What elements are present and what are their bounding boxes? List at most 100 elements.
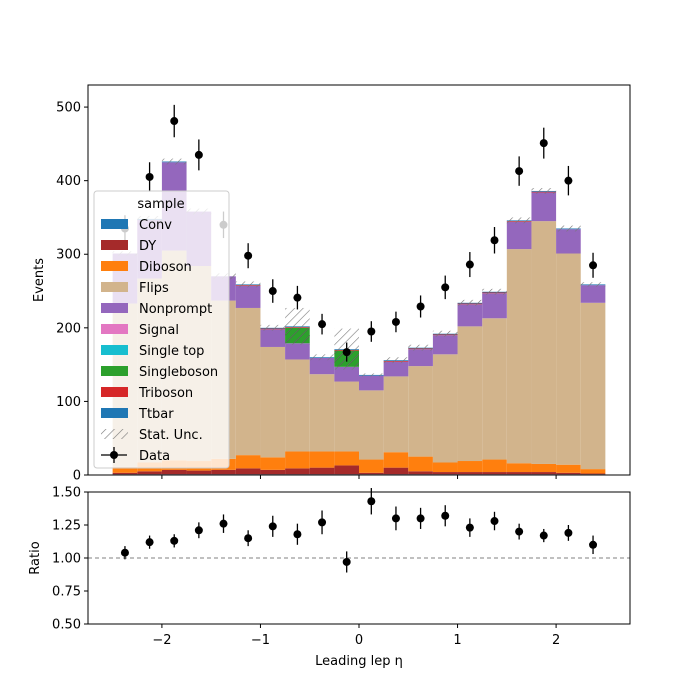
bar-dy-2: [161, 469, 187, 475]
bar-flips-13: [432, 354, 458, 463]
legend-item-singleboson: Singleboson: [101, 365, 218, 380]
bar-diboson-13: [432, 462, 458, 473]
bar-dy-19: [580, 473, 606, 475]
bar-dy-9: [334, 465, 359, 475]
bar-nonprompt-17: [531, 192, 557, 222]
bar-dy-16: [506, 472, 532, 475]
bar-diboson-10: [359, 459, 384, 473]
ratio-point-1: [145, 538, 154, 547]
bar-nonprompt-18: [556, 229, 581, 254]
bar-diboson-11: [383, 452, 409, 468]
legend-data-marker: [110, 451, 118, 459]
ratio-point-13: [441, 511, 450, 520]
stat-unc-band-8: [309, 354, 335, 361]
main-y-tick-label: 400: [56, 174, 81, 189]
legend-swatch: [101, 261, 128, 271]
legend-item-dy: DY: [101, 239, 156, 254]
ratio-y-tick-label: 0.50: [52, 618, 81, 633]
stat-unc-band-14: [457, 299, 483, 306]
bar-nonprompt-8: [309, 358, 335, 375]
legend-item-diboson: Diboson: [101, 260, 192, 275]
legend-label: Triboson: [138, 386, 193, 401]
legend-title: sample: [137, 197, 184, 212]
legend-item-single-top: Single top: [101, 344, 204, 359]
ratio-y-ticks: 0.50 0.75 1.00 1.25 1.50: [52, 486, 88, 633]
data-point-9: [342, 348, 351, 357]
bar-diboson-6: [260, 457, 286, 470]
bar-dy-5: [235, 468, 261, 475]
legend-swatch: [101, 429, 128, 439]
main-y-tick-label: 500: [56, 101, 81, 116]
ratio-point-4: [219, 519, 228, 528]
bar-dy-7: [285, 468, 310, 475]
bar-flips-18: [556, 253, 581, 465]
legend-items: Conv DY Diboson Flips Nonprompt Signal Single …: [101, 218, 218, 464]
main-y-tick-label: 300: [56, 248, 81, 263]
legend-label: Diboson: [139, 260, 192, 275]
bar-diboson-19: [580, 469, 606, 474]
legend-label: Stat. Unc.: [139, 428, 203, 443]
legend-label: Conv: [139, 218, 172, 233]
ratio-y-tick-label: 1.50: [52, 486, 81, 501]
ratio-points: [120, 488, 598, 573]
data-point-6: [268, 287, 277, 296]
bar-flips-10: [359, 390, 384, 460]
legend-swatch: [101, 303, 128, 313]
bar-diboson-12: [408, 456, 433, 472]
bar-diboson-18: [556, 464, 581, 473]
legend-label: Nonprompt: [139, 302, 212, 317]
bar-flips-16: [506, 249, 532, 464]
main-y-tick-label: 100: [56, 395, 81, 410]
main-y-tick-label: 0: [73, 469, 81, 484]
bar-nonprompt-7: [285, 343, 310, 360]
ratio-point-8: [318, 518, 327, 527]
x-tick-label: 0: [355, 633, 363, 648]
ratio-point-16: [515, 527, 524, 536]
main-y-axis-label: Events: [32, 258, 47, 302]
stat-unc-band-17: [531, 188, 557, 194]
data-point-16: [515, 167, 524, 176]
bar-diboson-0: [112, 466, 138, 473]
legend-label: Flips: [139, 281, 169, 296]
main-y-tick-label: 200: [56, 321, 81, 336]
legend-label: Data: [139, 449, 170, 464]
ratio-point-9: [342, 557, 351, 566]
ratio-point-11: [391, 514, 400, 523]
bar-dy-4: [211, 469, 236, 475]
stat-unc-band-10: [359, 373, 384, 377]
ratio-point-17: [539, 531, 548, 540]
bar-dy-17: [531, 472, 557, 475]
stat-unc-band-15: [482, 288, 507, 295]
data-point-5: [244, 251, 253, 260]
bar-nonprompt-13: [432, 335, 458, 355]
x-tick-label: 1: [453, 633, 461, 648]
ratio-point-15: [490, 517, 499, 526]
bar-dy-10: [359, 472, 384, 475]
bar-flips-9: [334, 381, 359, 452]
legend-label: Single top: [139, 344, 204, 359]
data-point-7: [293, 293, 302, 302]
data-point-18: [564, 176, 573, 185]
bar-flips-12: [408, 366, 433, 457]
bar-diboson-16: [506, 463, 532, 473]
legend-swatch: [101, 408, 128, 418]
data-point-1: [145, 172, 154, 181]
bar-diboson-14: [457, 461, 483, 473]
legend-label: Ttbar: [138, 407, 174, 422]
bar-nonprompt-5: [235, 285, 261, 308]
legend-swatch: [101, 387, 128, 397]
legend-swatch: [101, 240, 128, 250]
legend-item-conv: Conv: [101, 218, 172, 233]
stat-unc-band-12: [408, 344, 433, 351]
ratio-y-tick-label: 1.00: [52, 552, 81, 567]
stat-unc-bands: [112, 158, 606, 377]
stat-unc-band-5: [235, 281, 261, 288]
legend-item-signal: Signal: [101, 323, 179, 338]
legend-item-stat-unc-: Stat. Unc.: [101, 428, 203, 443]
bar-nonprompt-16: [506, 221, 532, 250]
main-x-ticks: [161, 475, 557, 479]
data-point-3: [194, 150, 203, 159]
bar-flips-8: [309, 374, 335, 452]
stat-unc-band-19: [580, 282, 606, 287]
stat-unc-band-16: [506, 217, 532, 224]
